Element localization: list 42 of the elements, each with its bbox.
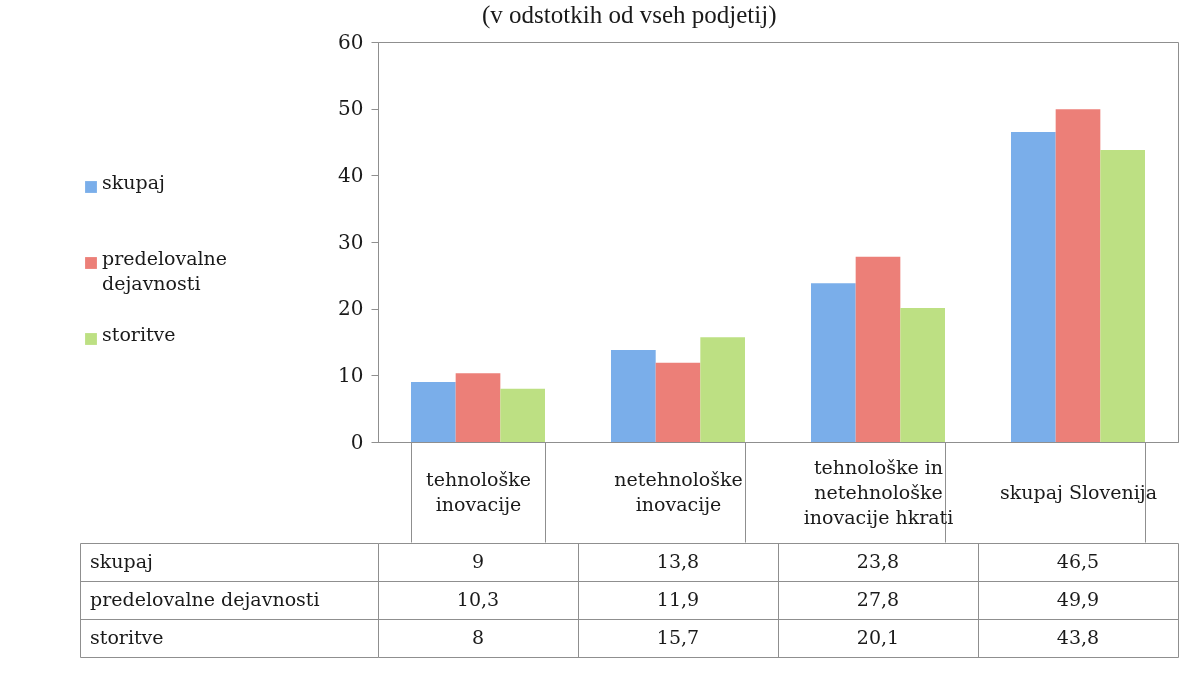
bar <box>855 256 901 442</box>
text: predelovalne dejavnosti <box>90 588 320 610</box>
bar <box>1055 109 1101 442</box>
y-tick-label: 40 <box>338 162 364 187</box>
bar <box>700 337 745 442</box>
bar <box>811 283 856 442</box>
data-label: 49,9 <box>1056 588 1100 610</box>
data-label: 9 <box>471 550 485 572</box>
x-tick-label: netehnološke inovacije <box>614 468 743 515</box>
data-label: 46,5 <box>1056 550 1100 572</box>
bar <box>1011 132 1056 442</box>
y-tick-label: 0 <box>350 429 364 454</box>
data-label: 27,8 <box>856 588 900 610</box>
chart-title: (v odstotkih od vseh podjetij) <box>482 0 777 29</box>
y-tick-label: 60 <box>338 29 364 54</box>
data-label: 15,7 <box>656 626 700 648</box>
bar <box>611 350 656 442</box>
legend-label: storitve <box>102 322 176 345</box>
bar <box>411 382 456 442</box>
data-label: 20,1 <box>856 626 900 648</box>
data-label: 13,8 <box>656 550 700 572</box>
x-tick-label: tehnološke in netehnološke inovacije hkrati <box>803 455 954 528</box>
y-tick-label: 50 <box>338 96 364 121</box>
bar <box>1100 150 1145 442</box>
data-label: 8 <box>471 626 485 648</box>
bar <box>900 308 945 442</box>
bar <box>455 373 501 442</box>
bar <box>655 362 701 442</box>
y-tick-label: 30 <box>338 229 364 254</box>
y-tick-label: 10 <box>338 362 364 387</box>
x-tick-label: tehnološke inovacije <box>426 468 531 515</box>
legend-label: predelovalne dejavnosti <box>102 246 228 294</box>
text: skupaj <box>90 550 153 572</box>
data-label: 11,9 <box>656 588 700 610</box>
data-label: 43,8 <box>1056 626 1100 648</box>
x-tick-label: skupaj Slovenija <box>1000 480 1157 503</box>
data-label: 23,8 <box>856 550 900 572</box>
text: storitve <box>90 626 164 648</box>
y-tick-label: 20 <box>338 296 364 321</box>
legend-label: skupaj <box>102 170 165 193</box>
data-label: 10,3 <box>456 588 500 610</box>
bar <box>500 388 545 442</box>
